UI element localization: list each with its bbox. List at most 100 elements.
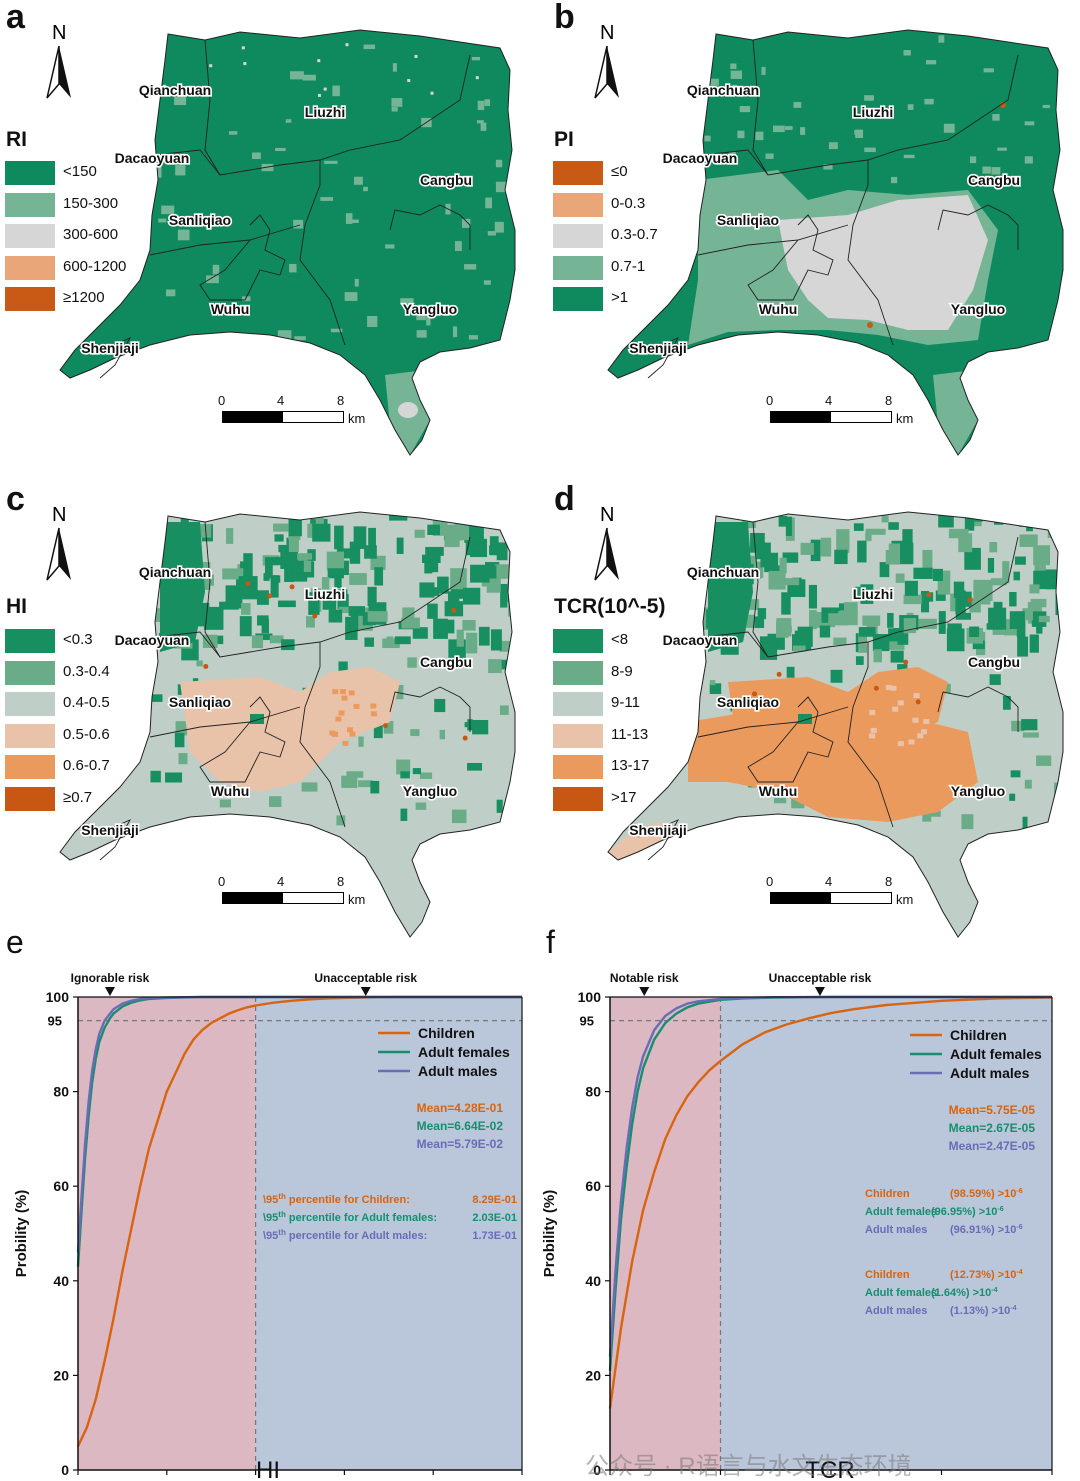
legend-swatch [5,660,55,685]
x-axis-label: HI [256,1457,280,1480]
north-label: N [52,504,67,526]
scale-tick-label: 0 [766,874,774,889]
legend-label: ≥0.7 [63,788,93,806]
place-label-shenjiaji: Shenjiaji [81,340,139,356]
legend-label: ≥1200 [63,289,105,306]
district-map: Qianchuan Liuzhi Dacaoyuan Cangbu Sanliqiao W… [607,511,1064,938]
map-panel-a: a N RI <150 150-300 300-600 600-1200 ≥1200 Qianc… [0,0,540,470]
legend-item: >1 [553,287,713,311]
y-tick-label: 80 [53,1084,69,1100]
exceed-value: (1.13%) >10-4 [950,1305,1017,1317]
y-tick-label: 20 [53,1367,69,1383]
legend-title: PI [554,128,574,151]
place-label-cangbu: Cangbu [968,172,1020,188]
watermark: 公众号 · R语言与水文生态环境 [585,1453,912,1480]
panel-label: a [6,0,25,36]
legend-item: 0-0.3 [553,192,713,217]
exceed-value: (98.59%) >10-6 [950,1188,1023,1200]
place-label-dacaoyuan: Dacaoyuan [115,150,190,166]
exceed-group: Adult males [865,1305,927,1317]
exceed-value: (96.91%) >10-6 [950,1224,1023,1236]
place-label-yangluo: Yangluo [951,783,1005,799]
place-label-wuhu: Wuhu [211,301,250,317]
legend-swatch [553,629,603,653]
legend-label: 9-11 [611,694,640,711]
scale-unit: km [896,411,914,426]
y-tick-label: 40 [585,1273,601,1289]
legend-swatch [5,629,55,653]
scale-tick-label: 8 [885,874,893,889]
mean-label: Mean=2.47E-05 [949,1139,1036,1153]
north-arrow-icon: N [588,504,628,584]
legend-swatch [5,723,55,748]
place-label-wuhu: Wuhu [759,783,798,799]
legend-swatch [5,224,55,248]
exceed-group: Children [865,1269,910,1281]
legend-item: 11-13 [553,723,713,748]
legend-swatch [553,287,603,311]
scale-bar: 0 4 8 km [218,874,402,919]
exceed-group: Adult females [865,1287,937,1299]
place-label-sanliqiao: Sanliqiao [717,212,779,228]
legend-label: >17 [611,788,637,806]
scale-tick-label: 8 [885,393,893,408]
place-label-dacaoyuan: Dacaoyuan [663,632,738,648]
legend-swatch [5,287,55,311]
x-axis-label: TCR [805,1457,854,1480]
district-map: Qianchuan Liuzhi Dacaoyuan Cangbu Sanliqiao W… [607,29,1064,456]
scale-tick-label: 8 [337,874,345,889]
y-tick-label: 20 [585,1367,601,1383]
place-label-shenjiaji: Shenjiaji [81,822,139,838]
legend-swatch [5,786,55,811]
legend-item: ≥1200 [5,287,165,311]
scale-bar: 0 4 8 km [766,393,950,438]
legend-label: 600-1200 [63,257,127,275]
zone-label-right: Unacceptable risk [769,971,872,985]
risk-zone-left [78,997,256,1470]
percentile-value: 2.03E-01 [472,1212,517,1224]
legend-item: ≤0 [553,161,713,185]
scale-unit: km [348,892,366,907]
place-label-cangbu: Cangbu [420,654,472,670]
zone-marker-icon [814,987,825,996]
legend-title: TCR(10^-5) [554,595,666,618]
legend-swatch [553,161,603,185]
legend-swatch [553,723,603,748]
legend-label: Children [950,1027,1007,1043]
place-label-shenjiaji: Shenjiaji [629,340,687,356]
place-label-liuzhi: Liuzhi [853,586,893,602]
y-axis-label: Probility (%) [541,1190,558,1278]
y-tick-label: 100 [578,989,602,1005]
panel-label: d [554,480,575,518]
zone-marker-icon [360,987,371,996]
legend-item: 0.5-0.6 [5,723,165,748]
zone-marker-icon [639,987,650,996]
place-label-sanliqiao: Sanliqiao [717,694,779,710]
mean-label: Mean=5.79E-02 [417,1137,504,1151]
zone-label-left: Ignorable risk [71,971,150,985]
place-label-sanliqiao: Sanliqiao [169,212,231,228]
legend-item: 600-1200 [5,255,165,280]
legend-label: <8 [611,631,629,648]
chart-panel-f: f950204060801000.0E+01.0E-42.0E-43.0E-44… [540,925,1080,1480]
scale-bar: 0 4 8 km [218,393,402,438]
legend-label: Children [418,1025,475,1041]
legend-item: 0.7-1 [553,255,713,280]
place-label-dacaoyuan: Dacaoyuan [115,632,190,648]
legend-swatch [5,255,55,280]
legend-label: 11-13 [611,725,649,743]
legend-item: >17 [553,786,713,811]
legend-label: 0-0.3 [611,194,646,212]
legend-label: Adult females [418,1044,510,1060]
y-axis-label: Probility (%) [13,1190,30,1278]
place-label-liuzhi: Liuzhi [305,586,345,602]
scale-tick-label: 4 [277,393,285,408]
scale-bar: 0 4 8 km [766,874,950,919]
legend-swatch [553,660,603,685]
legend-label: 13-17 [611,757,650,774]
legend-swatch [553,255,603,280]
ref-line-label: 95 [48,1014,62,1029]
place-label-cangbu: Cangbu [968,654,1020,670]
risk-zone-right [720,997,1052,1470]
legend-swatch [5,755,55,779]
